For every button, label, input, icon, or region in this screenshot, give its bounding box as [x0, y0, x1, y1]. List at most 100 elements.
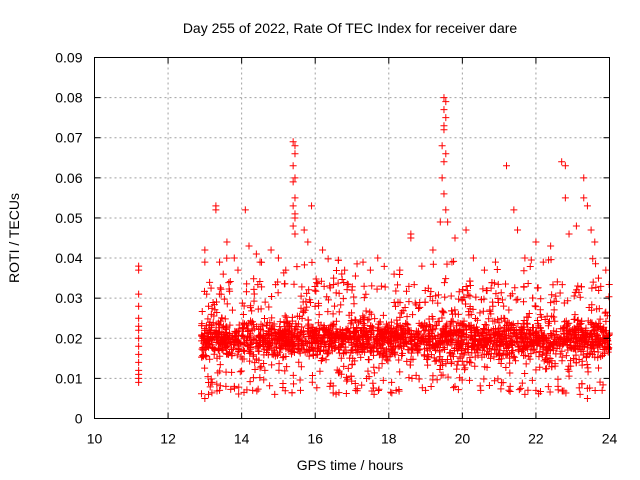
data-point — [216, 352, 224, 360]
data-point — [289, 371, 297, 379]
data-point — [466, 292, 474, 300]
data-point — [246, 378, 254, 386]
data-point — [562, 352, 570, 360]
data-point — [494, 375, 502, 383]
data-point — [268, 361, 276, 369]
data-point — [347, 320, 355, 328]
data-point — [204, 315, 212, 323]
data-point — [303, 289, 311, 297]
data-point — [387, 335, 395, 343]
data-point — [205, 302, 213, 310]
data-point — [589, 255, 597, 263]
data-point — [530, 336, 538, 344]
data-point — [515, 347, 523, 355]
data-point — [473, 316, 481, 324]
data-point — [332, 335, 340, 343]
data-point — [343, 377, 351, 385]
data-point — [452, 330, 460, 338]
data-point — [441, 293, 449, 301]
data-point — [436, 218, 444, 226]
data-point — [407, 337, 415, 345]
data-point — [254, 305, 262, 313]
data-point — [296, 331, 304, 339]
data-point — [488, 279, 496, 287]
data-point — [440, 328, 448, 336]
data-point — [554, 375, 562, 383]
data-point — [208, 378, 216, 386]
data-point — [387, 388, 395, 396]
data-point — [491, 377, 499, 385]
data-point — [280, 280, 288, 288]
data-point — [547, 242, 555, 250]
data-point — [437, 361, 445, 369]
data-point — [350, 300, 358, 308]
data-point — [549, 281, 557, 289]
data-point — [570, 354, 578, 362]
data-point — [442, 206, 450, 214]
data-point — [549, 340, 557, 348]
data-point — [485, 315, 493, 323]
data-point — [279, 354, 287, 362]
data-point — [225, 279, 233, 287]
data-point — [339, 295, 347, 303]
data-point — [223, 254, 231, 262]
data-point — [214, 369, 222, 377]
data-point — [408, 345, 416, 353]
data-point — [210, 350, 218, 358]
data-point — [331, 302, 339, 310]
data-point — [453, 361, 461, 369]
data-point — [421, 345, 429, 353]
data-point — [577, 347, 585, 355]
data-point — [135, 350, 143, 358]
data-point — [487, 310, 495, 318]
data-point — [302, 338, 310, 346]
data-point — [248, 325, 256, 333]
data-point — [212, 206, 220, 214]
data-point — [487, 284, 495, 292]
data-point — [483, 287, 491, 295]
data-point — [255, 347, 263, 355]
data-point — [597, 282, 605, 290]
data-point — [260, 360, 268, 368]
data-point — [375, 327, 383, 335]
data-point — [545, 359, 553, 367]
data-point — [368, 282, 376, 290]
data-point — [207, 375, 215, 383]
data-point — [215, 347, 223, 355]
data-point — [454, 357, 462, 365]
data-point — [498, 338, 506, 346]
data-point — [590, 324, 598, 332]
data-point — [518, 379, 526, 387]
data-point — [482, 328, 490, 336]
data-point — [594, 274, 602, 282]
data-point — [204, 332, 212, 340]
data-point — [326, 382, 334, 390]
data-point — [524, 279, 532, 287]
data-point — [403, 313, 411, 321]
data-point — [589, 351, 597, 359]
data-point — [309, 335, 317, 343]
data-point — [422, 322, 430, 330]
data-point — [420, 331, 428, 339]
data-point — [256, 364, 264, 372]
data-point — [135, 334, 143, 342]
data-point — [235, 383, 243, 391]
data-point — [295, 358, 303, 366]
y-tick-label: 0.09 — [55, 50, 82, 66]
data-point — [367, 310, 375, 318]
data-point — [544, 358, 552, 366]
data-point — [135, 326, 143, 334]
data-point — [565, 335, 573, 343]
data-point — [271, 335, 279, 343]
data-point — [509, 320, 517, 328]
data-point — [421, 298, 429, 306]
data-point — [416, 340, 424, 348]
data-point — [308, 378, 316, 386]
data-point — [344, 364, 352, 372]
data-point — [515, 386, 523, 394]
data-point — [520, 267, 528, 275]
data-point — [412, 371, 420, 379]
data-point — [423, 347, 431, 355]
data-point — [521, 254, 529, 262]
data-point — [533, 331, 541, 339]
